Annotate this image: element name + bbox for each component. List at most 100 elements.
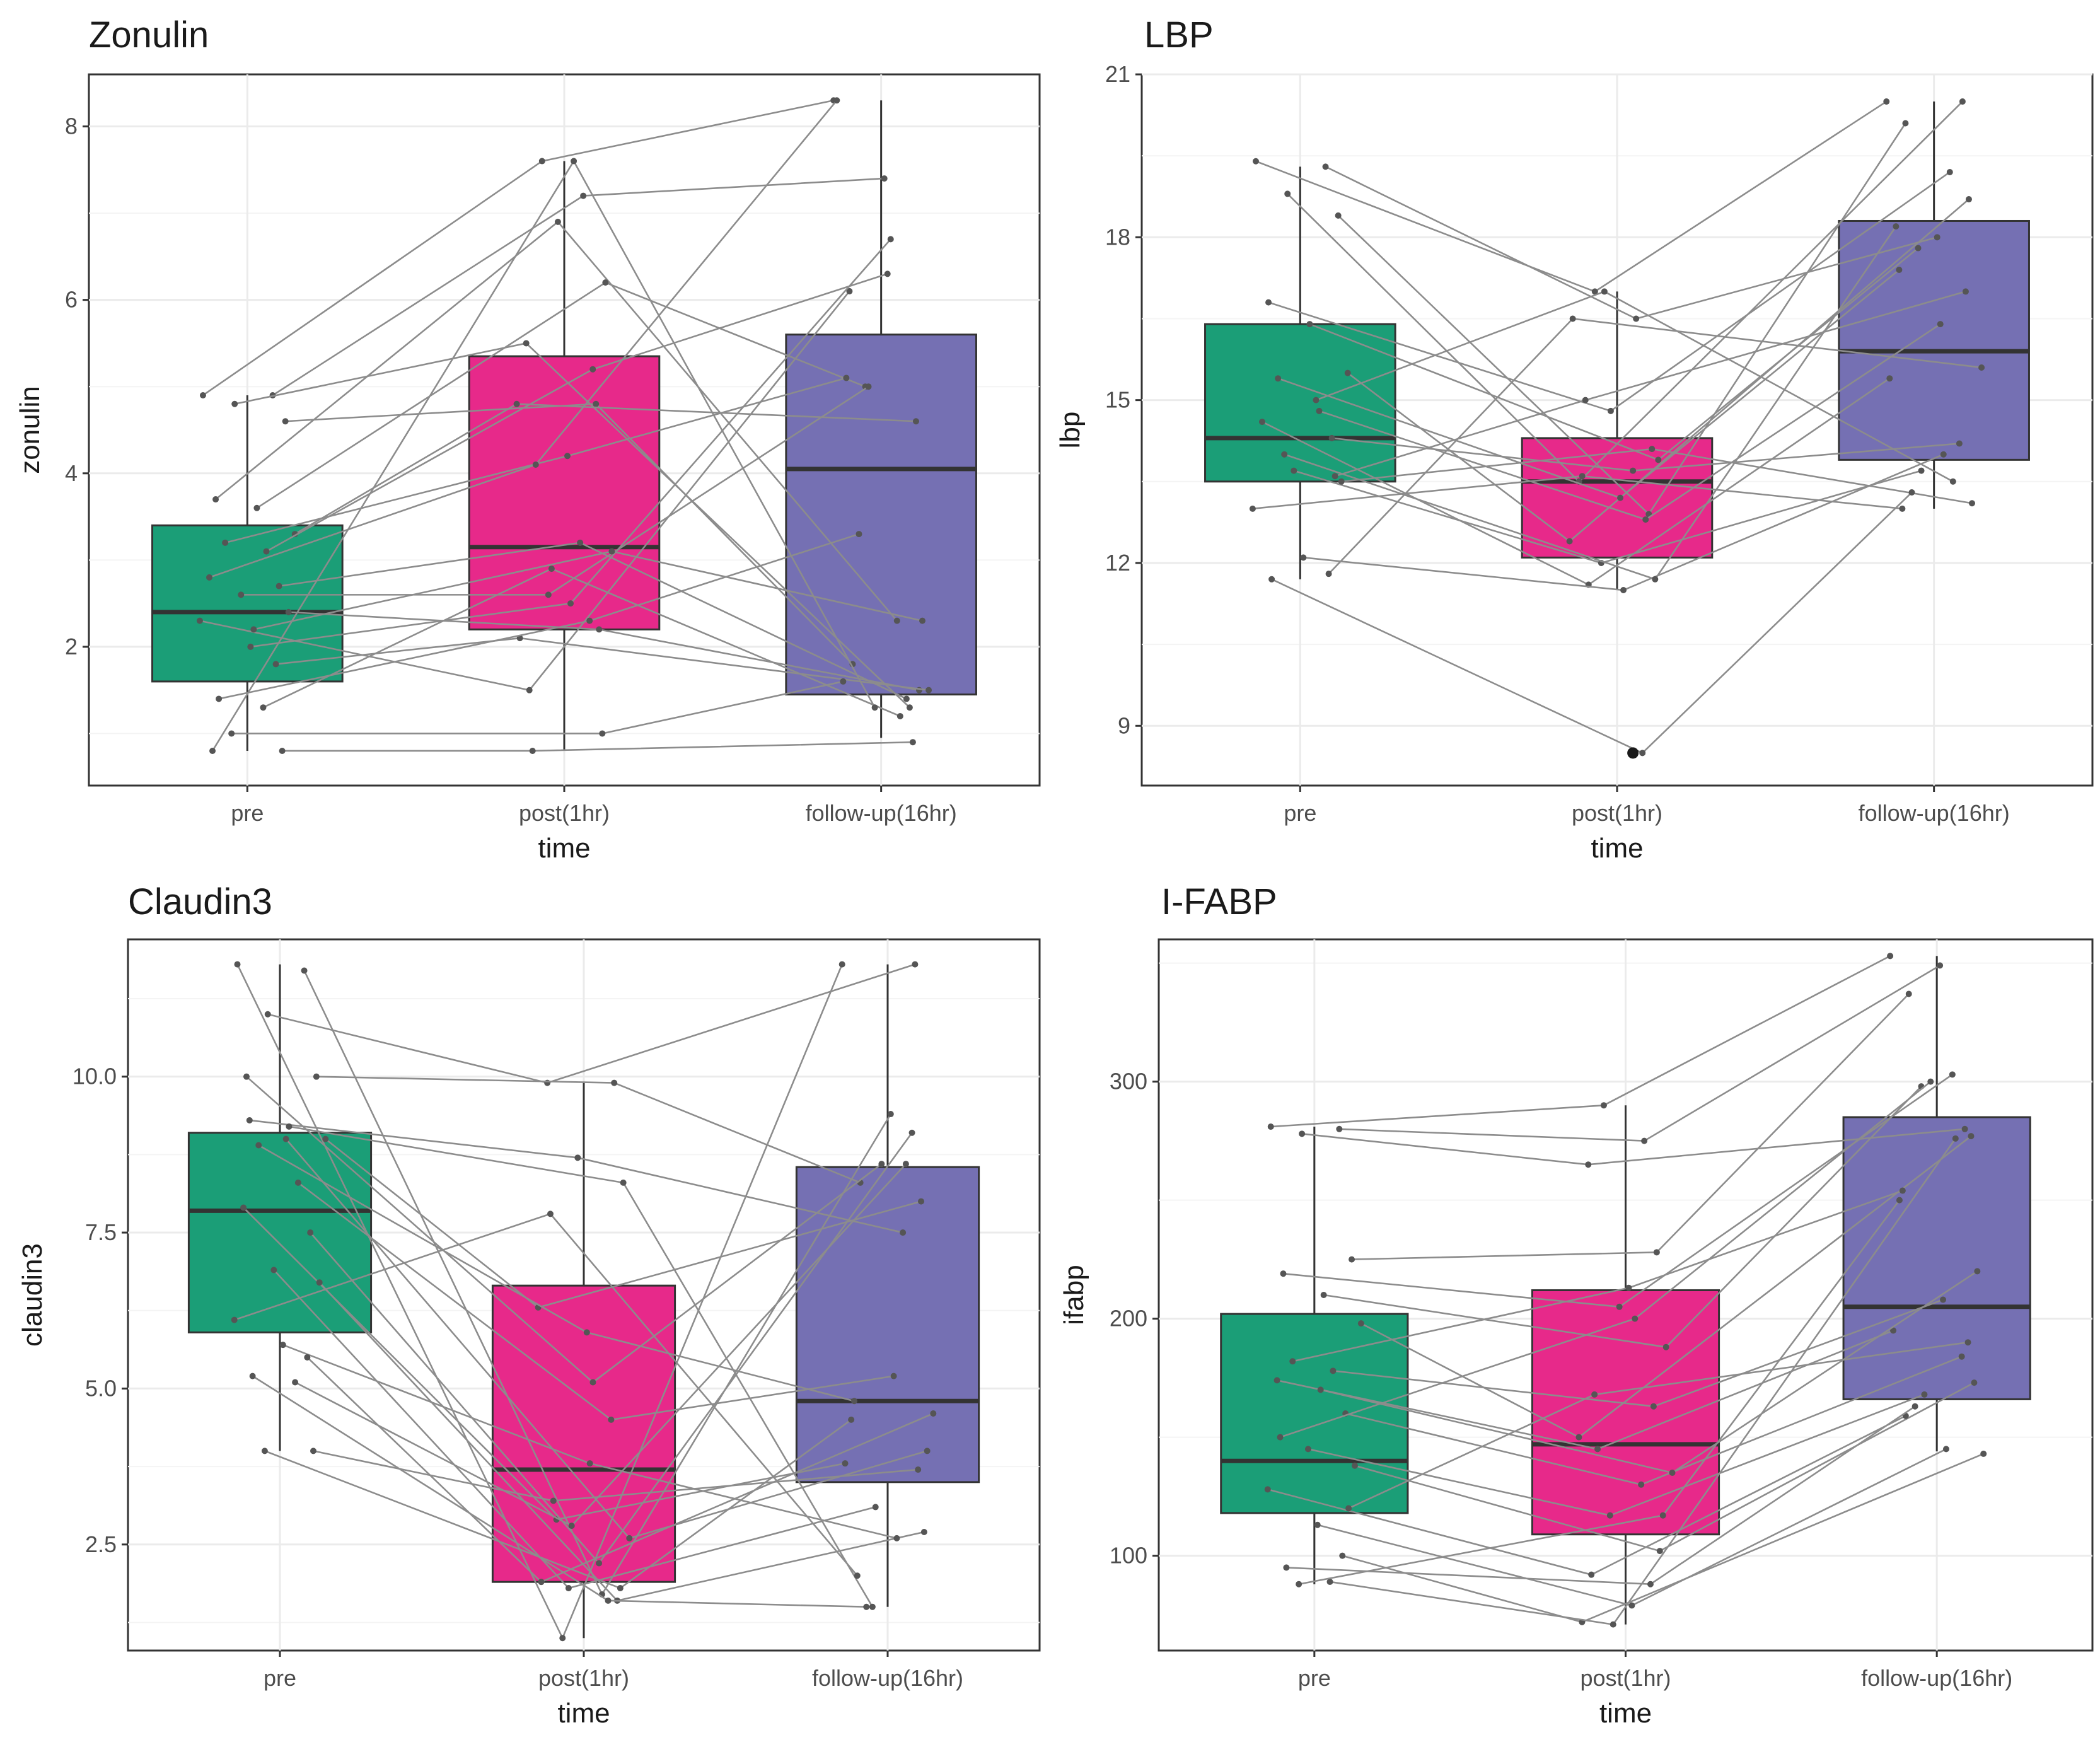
subject-point bbox=[545, 591, 552, 598]
subject-point bbox=[1956, 440, 1963, 447]
subject-point bbox=[596, 626, 603, 633]
subject-point bbox=[279, 1342, 286, 1349]
subject-point bbox=[1339, 1552, 1346, 1559]
box-pre[interactable] bbox=[187, 1132, 373, 1333]
subject-point bbox=[1911, 1403, 1918, 1410]
subject-point bbox=[865, 383, 872, 390]
subject-point bbox=[1325, 571, 1332, 577]
subject-point bbox=[559, 1635, 566, 1642]
subject-point bbox=[842, 1460, 849, 1467]
subject-point bbox=[848, 1416, 855, 1423]
subject-point bbox=[571, 158, 577, 165]
subject-point bbox=[846, 287, 853, 294]
subject-point bbox=[872, 1504, 879, 1511]
subject-point bbox=[260, 704, 267, 711]
subject-point bbox=[903, 695, 910, 702]
subject-point bbox=[307, 1229, 314, 1236]
subject-point bbox=[1899, 1187, 1906, 1194]
subject-point bbox=[231, 1316, 238, 1323]
y-tick-label: 100 bbox=[1110, 1543, 1147, 1569]
subject-point bbox=[212, 496, 219, 503]
subject-point bbox=[1601, 288, 1608, 295]
subject-point bbox=[869, 1603, 876, 1610]
subject-point bbox=[1275, 375, 1282, 382]
box-pre[interactable] bbox=[1204, 323, 1396, 483]
box-pre[interactable] bbox=[1220, 1313, 1409, 1514]
subject-point bbox=[1652, 576, 1659, 583]
panel-title: Zonulin bbox=[89, 15, 209, 55]
subject-point bbox=[294, 1179, 301, 1186]
subject-point bbox=[1352, 1462, 1359, 1469]
box-follow-up[interactable] bbox=[785, 334, 977, 696]
subject-point bbox=[1655, 456, 1662, 463]
subject-point bbox=[1331, 473, 1338, 480]
y-tick-label: 2.5 bbox=[85, 1531, 117, 1557]
subject-point bbox=[243, 1073, 250, 1080]
subject-point bbox=[1344, 369, 1351, 376]
subject-point bbox=[871, 704, 878, 711]
subject-point bbox=[240, 1204, 247, 1211]
subject-point bbox=[1575, 1434, 1582, 1441]
subject-point bbox=[263, 548, 270, 555]
subject-point bbox=[924, 1448, 931, 1454]
subject-point bbox=[255, 1142, 262, 1149]
subject-point bbox=[1283, 1564, 1290, 1571]
subject-point bbox=[890, 1373, 897, 1379]
box-post[interactable] bbox=[491, 1284, 676, 1583]
subject-point bbox=[310, 1448, 317, 1454]
subject-point bbox=[1299, 1130, 1306, 1137]
subject-point bbox=[1630, 467, 1637, 474]
subject-point bbox=[1296, 1581, 1302, 1587]
y-axis-title: claudin3 bbox=[17, 1243, 48, 1347]
subject-point bbox=[1268, 576, 1275, 583]
subject-point bbox=[605, 1597, 612, 1604]
subject-point bbox=[253, 504, 260, 511]
subject-point bbox=[1264, 1486, 1271, 1493]
subject-point bbox=[863, 1603, 870, 1610]
subject-point bbox=[532, 461, 539, 468]
subject-point bbox=[1330, 1367, 1337, 1374]
x-tick-label: post(1hr) bbox=[538, 1665, 629, 1691]
subject-point bbox=[878, 1161, 885, 1168]
y-axis-title: lbp bbox=[1055, 412, 1086, 449]
subject-point bbox=[565, 1585, 572, 1592]
subject-point bbox=[1316, 407, 1323, 414]
subject-point bbox=[1591, 1391, 1598, 1398]
subject-point bbox=[228, 730, 235, 737]
subject-point bbox=[580, 192, 587, 199]
panel-zonulin: Zonulin 2 4 6 8 pre post(1hr) follow-up(16hr) ti… bbox=[15, 15, 1041, 864]
x-tick-label: pre bbox=[231, 800, 264, 826]
subject-point bbox=[1905, 990, 1912, 997]
box-post[interactable] bbox=[1521, 437, 1714, 559]
subject-point bbox=[286, 1123, 293, 1130]
subject-point bbox=[209, 747, 216, 754]
subject-point bbox=[1616, 1303, 1623, 1310]
box-pre[interactable] bbox=[151, 524, 344, 683]
panel-claudin3: Claudin3 2.5 5.0 7.5 10.0 pre post(1hr) follow-… bbox=[17, 881, 1041, 1729]
subject-point bbox=[1949, 1071, 1956, 1078]
subject-point bbox=[1902, 120, 1909, 127]
subject-point bbox=[1958, 1353, 1965, 1360]
subject-point bbox=[577, 539, 584, 546]
subject-point bbox=[1971, 1379, 1978, 1386]
subject-point bbox=[222, 539, 229, 546]
subject-point bbox=[316, 1279, 323, 1286]
subject-point bbox=[930, 1410, 937, 1417]
subject-point bbox=[887, 236, 894, 243]
y-axis-title: ifabp bbox=[1059, 1265, 1089, 1325]
subject-point bbox=[1328, 434, 1335, 441]
subject-point bbox=[279, 747, 286, 754]
y-tick-label: 10.0 bbox=[73, 1064, 117, 1089]
subject-point bbox=[513, 400, 520, 407]
subject-point bbox=[1964, 1339, 1971, 1346]
box-post[interactable] bbox=[468, 355, 661, 630]
subject-point bbox=[261, 1448, 268, 1454]
subject-point bbox=[1357, 1320, 1364, 1327]
box-follow-up[interactable] bbox=[1838, 219, 2030, 461]
subject-point bbox=[1291, 467, 1297, 474]
subject-point bbox=[1306, 321, 1313, 328]
subject-point bbox=[231, 400, 238, 407]
subject-point bbox=[234, 961, 241, 968]
subject-point bbox=[1968, 1133, 1975, 1140]
subject-point bbox=[1937, 321, 1944, 328]
